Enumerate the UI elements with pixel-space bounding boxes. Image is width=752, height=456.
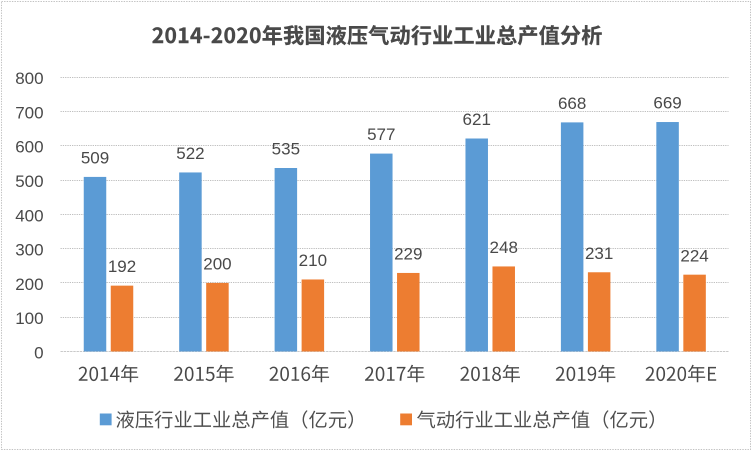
svg-text:300: 300: [15, 241, 43, 260]
svg-text:224: 224: [680, 246, 708, 265]
svg-text:600: 600: [15, 138, 43, 157]
svg-text:522: 522: [176, 144, 204, 163]
svg-text:200: 200: [203, 255, 231, 274]
svg-text:100: 100: [15, 309, 43, 328]
svg-text:700: 700: [15, 103, 43, 122]
svg-text:621: 621: [463, 110, 491, 129]
svg-text:535: 535: [272, 140, 300, 159]
svg-text:577: 577: [367, 125, 395, 144]
svg-text:231: 231: [585, 244, 613, 263]
svg-text:200: 200: [15, 275, 43, 294]
svg-text:192: 192: [108, 257, 136, 276]
svg-text:0: 0: [34, 344, 43, 363]
svg-text:229: 229: [394, 245, 422, 264]
svg-text:509: 509: [81, 149, 109, 168]
svg-text:400: 400: [15, 206, 43, 225]
svg-text:210: 210: [299, 251, 327, 270]
svg-text:248: 248: [490, 238, 518, 257]
svg-text:500: 500: [15, 172, 43, 191]
svg-text:800: 800: [15, 69, 43, 88]
svg-text:668: 668: [558, 94, 586, 113]
svg-text:669: 669: [653, 94, 681, 113]
